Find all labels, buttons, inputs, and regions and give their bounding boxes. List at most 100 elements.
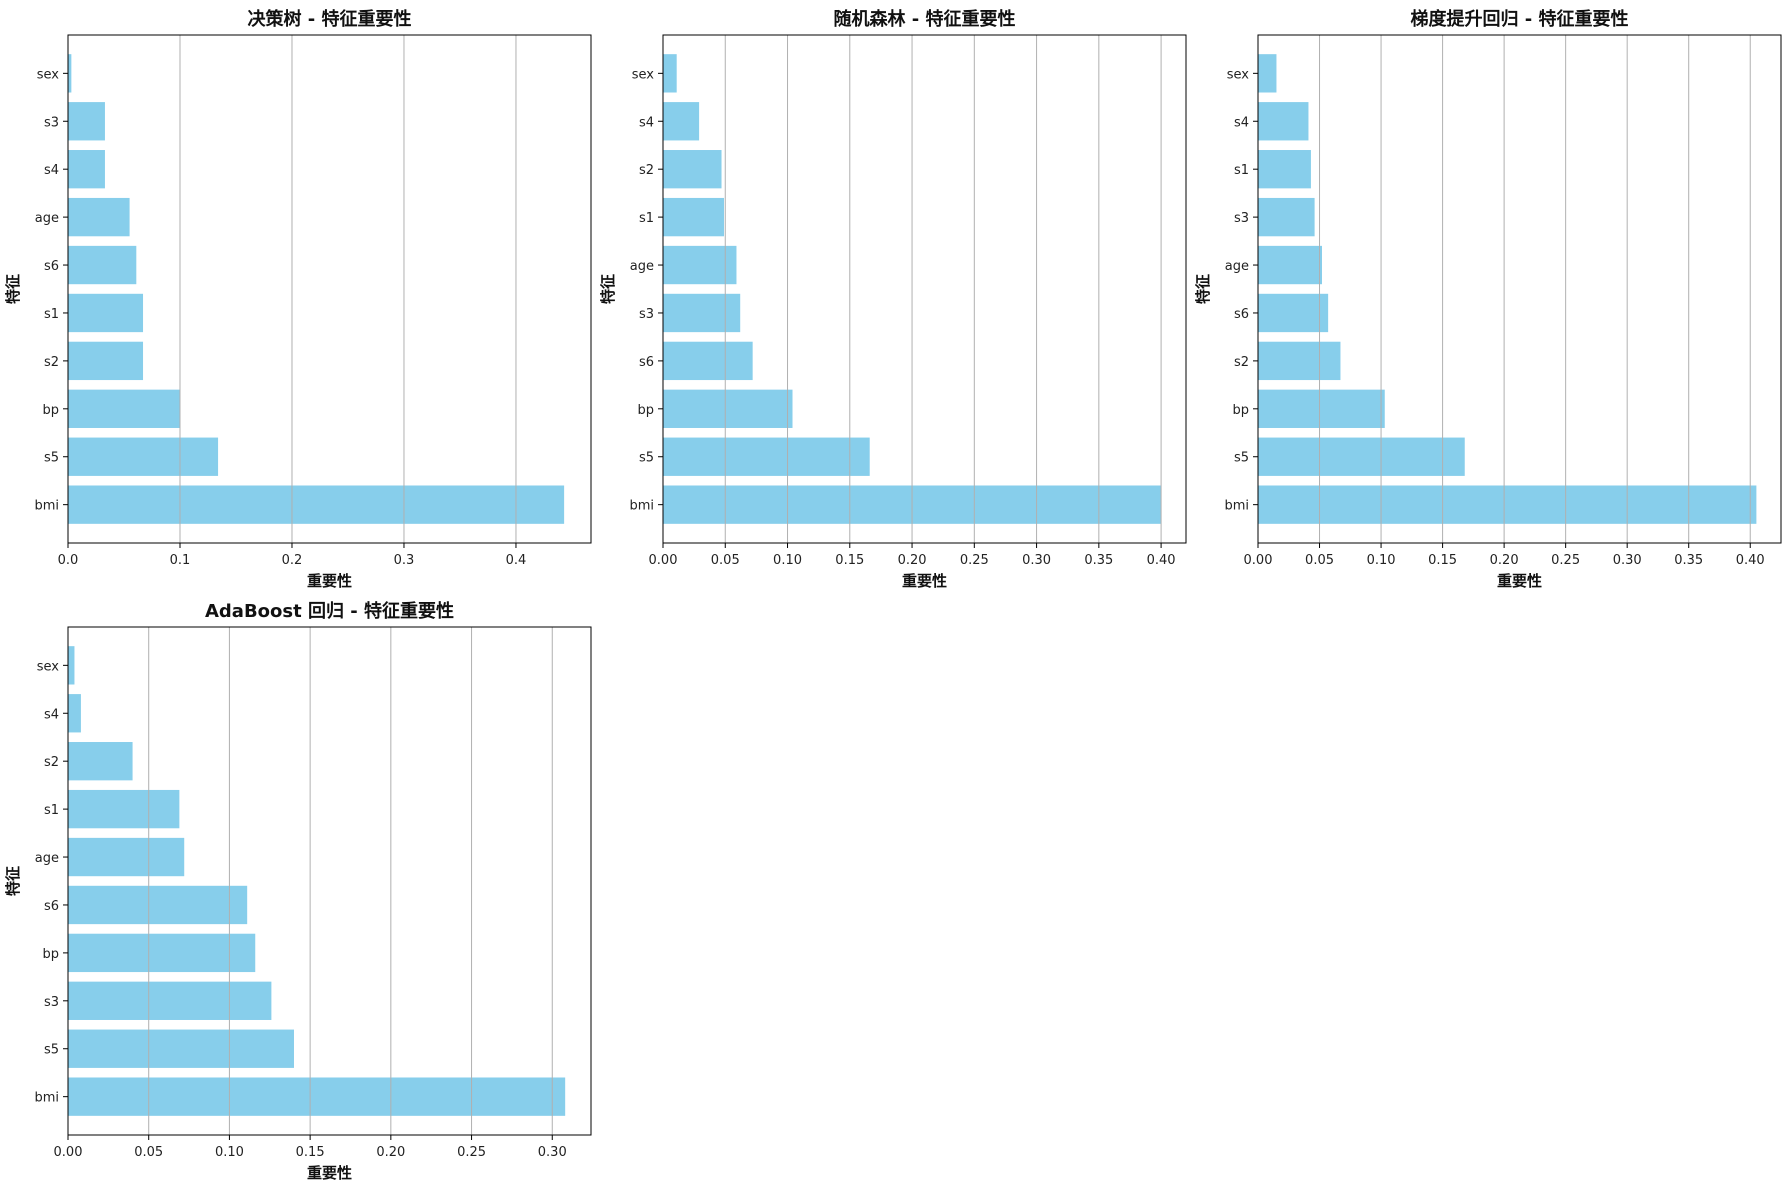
y-tick-label: bmi: [629, 499, 654, 514]
y-tick-label: s3: [44, 115, 59, 130]
y-tick-label: s5: [44, 451, 59, 466]
x-axis-label: 重要性: [307, 1164, 352, 1182]
x-axis-label: 重要性: [902, 572, 947, 590]
x-tick-label: 0.05: [134, 1145, 163, 1160]
x-tick-label: 0.15: [1428, 553, 1457, 568]
x-tick-label: 0.2: [282, 553, 303, 568]
bar-s3: [663, 293, 741, 333]
x-tick-label: 0.40: [1147, 553, 1176, 568]
y-axis-label: 特征: [599, 274, 617, 304]
bar-s5: [68, 1029, 294, 1068]
x-tick-label: 0.05: [711, 553, 740, 568]
bar-bp: [1258, 389, 1385, 428]
y-tick-label: bp: [1232, 403, 1249, 418]
x-tick-label: 0.3: [394, 553, 415, 568]
x-tick-label: 0.1: [170, 553, 191, 568]
y-tick-label: s5: [1234, 451, 1249, 466]
y-tick-label: s2: [639, 163, 654, 178]
bar-s2: [68, 341, 144, 381]
bar-s4: [68, 694, 81, 733]
bar-s6: [663, 341, 753, 381]
y-tick-label: sex: [37, 659, 60, 674]
bar-age: [68, 837, 185, 877]
y-tick-label: age: [1225, 259, 1249, 274]
bar-s6: [68, 245, 137, 285]
bar-age: [663, 245, 737, 285]
bar-bmi: [68, 1077, 566, 1116]
y-tick-label: s1: [639, 211, 654, 226]
y-tick-label: s4: [639, 115, 654, 130]
bar-s4: [1258, 102, 1309, 141]
x-tick-label: 0.20: [1490, 553, 1519, 568]
y-tick-label: sex: [1227, 67, 1250, 82]
bar-s1: [68, 293, 144, 333]
y-tick-label: age: [630, 259, 654, 274]
chart-title: 随机森林 - 特征重要性: [833, 8, 1015, 30]
bar-s1: [663, 197, 725, 237]
x-tick-label: 0.30: [538, 1145, 567, 1160]
bar-s6: [1258, 293, 1329, 333]
y-tick-label: age: [35, 211, 59, 226]
x-axis-label: 重要性: [307, 572, 352, 590]
chart-panel-3: bmi s5 bp s2 s6 age s3 s1 s4 sex 0.00 0.05 0.10 0.15 0…: [1194, 8, 1782, 590]
y-tick-label: bmi: [1224, 499, 1249, 514]
bar-bmi: [68, 485, 565, 524]
bar-s5: [663, 437, 870, 476]
y-tick-label: s6: [639, 355, 654, 370]
x-tick-label: 0.15: [296, 1145, 325, 1160]
y-axis-label: 特征: [4, 274, 22, 304]
bar-bp: [663, 389, 793, 428]
bar-sex: [663, 54, 677, 93]
x-tick-label: 0.4: [506, 553, 527, 568]
bar-s5: [1258, 437, 1465, 476]
x-tick-label: 0.30: [1613, 553, 1642, 568]
bar-group: [1258, 54, 1757, 524]
plot-frame: [662, 34, 1187, 544]
bar-s2: [68, 742, 133, 781]
chart-panel-4: bmi s5 s3 bp s6 age s1 s2 s4 sex 0.00 0.05 0.10 0.15 0…: [4, 600, 592, 1182]
x-tick-label: 0.05: [1305, 553, 1334, 568]
bar-s3: [68, 102, 105, 141]
y-tick-label: s3: [639, 307, 654, 322]
bar-sex: [68, 54, 72, 93]
bar-sex: [1258, 54, 1277, 93]
y-tick-label: s1: [44, 307, 59, 322]
bar-s5: [68, 437, 219, 476]
y-tick-label: bp: [637, 403, 654, 418]
bar-s3: [68, 981, 272, 1020]
bar-sex: [68, 646, 75, 685]
x-tick-label: 0.35: [1674, 553, 1703, 568]
plot-frame: [1257, 34, 1782, 544]
y-tick-label: s6: [44, 899, 59, 914]
bar-bmi: [1258, 485, 1757, 524]
chart-panel-1: bmi s5 bp s2 s1 s6 age s4 s3 sex 0.0 0.1 0.2 0.3 0.4 决策…: [4, 8, 592, 590]
bar-group: [68, 646, 566, 1116]
x-tick-label: 0.15: [835, 553, 864, 568]
y-tick-label: s2: [44, 755, 59, 770]
bar-age: [68, 197, 130, 237]
y-tick-label: sex: [632, 67, 655, 82]
y-tick-label: s6: [1234, 307, 1249, 322]
x-tick-label: 0.10: [1367, 553, 1396, 568]
y-tick-label: sex: [37, 67, 60, 82]
bar-bp: [68, 389, 180, 428]
x-tick-label: 0.10: [773, 553, 802, 568]
bar-s1: [1258, 150, 1311, 189]
x-tick-label: 0.00: [1244, 553, 1273, 568]
y-tick-label: s1: [1234, 163, 1249, 178]
y-tick-label: bp: [42, 947, 59, 962]
bar-s1: [68, 789, 180, 829]
x-tick-label: 0.20: [898, 553, 927, 568]
y-tick-label: s6: [44, 259, 59, 274]
y-tick-label: s1: [44, 803, 59, 818]
bar-s4: [68, 150, 105, 189]
bar-bp: [68, 933, 256, 973]
x-tick-label: 0.25: [960, 553, 989, 568]
plot-frame: [67, 34, 592, 544]
y-tick-label: s4: [1234, 115, 1249, 130]
y-tick-label: s3: [1234, 211, 1249, 226]
y-tick-label: s2: [1234, 355, 1249, 370]
bar-s2: [1258, 341, 1341, 381]
x-tick-label: 0.20: [376, 1145, 405, 1160]
